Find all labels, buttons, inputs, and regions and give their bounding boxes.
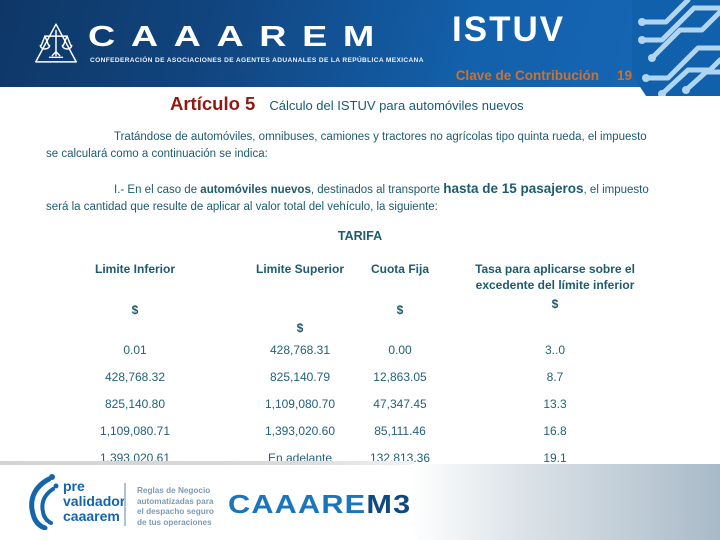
cell-tasa: 13.3 (543, 397, 567, 411)
table-row: 825,140.80 1,109,080.70 47,347.45 13.3 (0, 391, 720, 418)
col-header-limite-inferior: Limite Inferior (94, 262, 175, 276)
currency-symbol: $ (551, 297, 559, 311)
currency-symbol: $ (396, 303, 404, 317)
cell-tasa: 8.7 (546, 370, 564, 384)
cell-limite-inferior: 1,109,080.71 (99, 424, 171, 438)
prevalidador-line2: validador (63, 492, 126, 509)
prevalidador-logo: pre validador caaarem (25, 472, 125, 530)
cell-limite-superior: 1,393,020.60 (264, 424, 336, 438)
cell-limite-inferior: 825,140.80 (104, 397, 166, 411)
brand-wordmark: CAAAREM (88, 22, 374, 52)
paragraph-intro-line1: Tratándose de automóviles, omnibuses, ca… (114, 131, 647, 143)
p2-prefix: I.- En el caso de (114, 184, 201, 196)
paragraph-fraccion-1: I.- En el caso de automóviles nuevos, de… (46, 180, 676, 216)
caaarem3-light-part: CAAARE (228, 489, 367, 519)
tagline-line1: Reglas de Negocio (137, 486, 211, 495)
article-subtitle: Cálculo del ISTUV para automóviles nuevo… (269, 98, 524, 113)
tagline-line3: el despacho seguro (137, 507, 214, 517)
p2-line2: será la cantidad que resulte de aplicar … (46, 201, 438, 213)
contribution-key-value: 19 (616, 68, 632, 83)
cell-cuota-fija: 12,863.05 (373, 370, 427, 384)
col-header-cuota-fija: Cuota Fija (370, 262, 429, 276)
tarifa-rows: 0.01 428,768.31 0.00 3..0 428,768.32 825… (0, 337, 720, 472)
prevalidador-wordmark: pre validador caaarem (63, 477, 126, 524)
table-row: 428,768.32 825,140.79 12,863.05 8.7 (0, 364, 720, 391)
cell-tasa: 19.1 (543, 451, 567, 465)
article-heading: Artículo 5 Cálculo del ISTUV para automó… (170, 93, 524, 115)
p2-bold-pasajeros: hasta de 15 pasajeros (443, 181, 584, 196)
footer-gray-band (410, 464, 720, 540)
cell-limite-superior: 1,109,080.70 (264, 397, 336, 411)
cell-cuota-fija: 0.00 (388, 343, 412, 357)
tagline-line2: automatizadas para (137, 496, 214, 506)
cell-limite-inferior: 0.01 (123, 343, 147, 357)
brand-name: CAAAREM (88, 21, 390, 53)
header-banner: CAAAREM CONFEDERACIÓN DE ASOCIACIONES DE… (0, 0, 720, 96)
brand-subtitle: CONFEDERACIÓN DE ASOCIACIONES DE AGENTES… (90, 57, 424, 64)
footer-divider (124, 483, 126, 526)
cell-cuota-fija: 47,347.45 (373, 397, 427, 411)
prevalidador-swoosh-icon (29, 474, 59, 530)
cell-limite-inferior: 1,393,020.61 (99, 451, 171, 465)
scales-triangle-logo-icon (35, 23, 77, 63)
cell-limite-superior: 428,768.31 (269, 343, 331, 357)
col-header-limite-superior: Limite Superior (255, 262, 344, 276)
cell-tasa: 16.8 (543, 424, 567, 438)
circuit-pattern-icon (632, 0, 720, 96)
cell-limite-superior: 825,140.79 (269, 370, 331, 384)
paragraph-intro-line2: se calculará como a continuación se indi… (46, 148, 268, 160)
cell-limite-inferior: 428,768.32 (104, 370, 166, 384)
tagline-line4: de tus operaciones (137, 517, 212, 527)
tarifa-title: TARIFA (337, 229, 383, 243)
contribution-key: Clave de Contribución 19 (370, 68, 632, 83)
caaarem3-logo: CAAAREM3 (228, 489, 411, 520)
currency-symbol: $ (296, 321, 304, 335)
article-number: Artículo 5 (170, 93, 256, 114)
cell-cuota-fija: 85,111.46 (374, 424, 426, 438)
page-title: ISTUV (452, 10, 566, 49)
table-row: 1,109,080.71 1,393,020.60 85,111.46 16.8 (0, 418, 720, 445)
prevalidador-line1: pre (63, 477, 85, 494)
currency-symbol: $ (131, 303, 139, 317)
col-header-tasa: Tasa para aplicarse sobre el excedente d… (475, 262, 635, 292)
cell-tasa: 3..0 (544, 343, 565, 357)
table-row: 0.01 428,768.31 0.00 3..0 (0, 337, 720, 364)
prevalidador-line3: caaarem (63, 507, 120, 524)
p2-tail: , el impuesto (583, 184, 649, 196)
caaarem3-dark-part: M3 (366, 489, 412, 519)
paragraph-intro: Tratándose de automóviles, omnibuses, ca… (46, 129, 676, 163)
p2-bold-automoviles: automóviles nuevos (200, 184, 311, 196)
footer-separator-line (0, 461, 414, 465)
contribution-key-label: Clave de Contribución (455, 68, 599, 83)
p2-mid: , destinados al transporte (310, 184, 444, 196)
footer-tagline: Reglas de Negocio automatizadas para el … (137, 486, 214, 528)
